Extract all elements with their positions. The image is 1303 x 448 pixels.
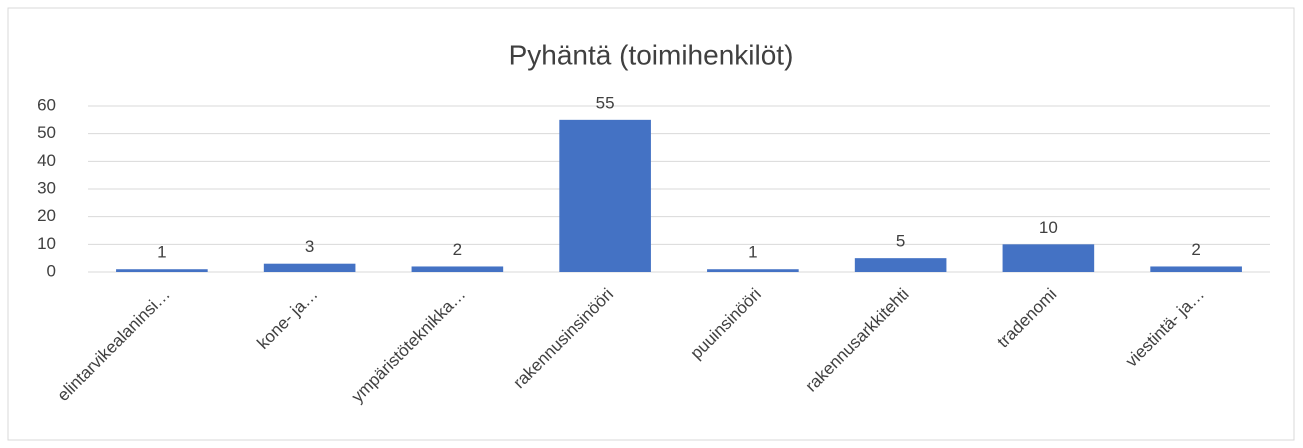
y-tick-label: 0: [47, 261, 56, 280]
y-tick-label: 40: [37, 151, 56, 170]
bar: [411, 266, 504, 272]
data-label: 2: [453, 240, 462, 259]
y-tick-label: 20: [37, 206, 56, 225]
y-tick-label: 10: [37, 234, 56, 253]
bar: [854, 258, 947, 272]
data-label: 10: [1039, 218, 1058, 237]
data-label: 55: [596, 93, 615, 112]
bar: [1002, 244, 1095, 272]
chart-title: Pyhäntä (toimihenkilöt): [509, 39, 794, 70]
data-label: 1: [157, 243, 166, 262]
data-label: 2: [1191, 240, 1200, 259]
chart-frame: [7, 7, 1295, 441]
bar: [263, 263, 356, 272]
y-tick-label: 30: [37, 178, 56, 197]
data-label: 5: [896, 232, 905, 251]
data-label: 1: [748, 243, 757, 262]
data-label: 3: [305, 237, 314, 256]
y-tick-label: 60: [37, 95, 56, 114]
bar: [707, 269, 799, 272]
bar: [1150, 266, 1242, 272]
bar: [559, 119, 651, 272]
y-tick-label: 50: [37, 123, 56, 142]
bar: [116, 269, 208, 272]
